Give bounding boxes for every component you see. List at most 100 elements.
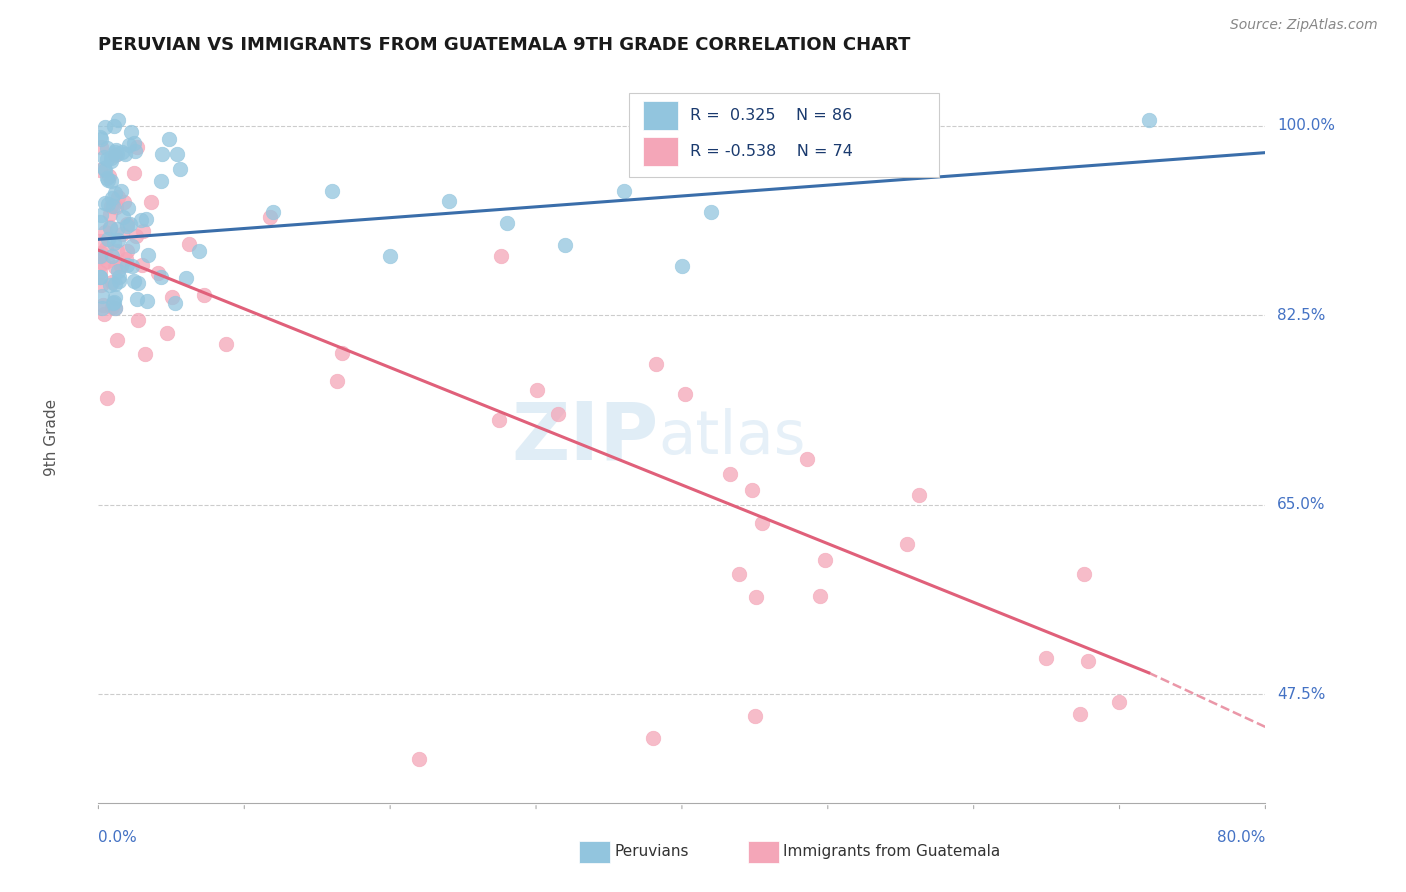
Point	[96, 391, 118, 405]
Point	[91, 256, 114, 270]
Point	[111, 145, 134, 160]
Point	[96, 152, 118, 166]
Point	[105, 200, 128, 214]
Point	[91, 298, 114, 312]
Point	[110, 184, 132, 198]
Text: R = -0.538    N = 74: R = -0.538 N = 74	[690, 145, 853, 160]
Point	[489, 249, 512, 263]
Point	[104, 186, 127, 200]
Point	[91, 301, 114, 315]
Text: 47.5%: 47.5%	[1277, 687, 1326, 702]
Point	[671, 260, 693, 274]
Point	[104, 301, 127, 316]
Point	[103, 235, 125, 250]
Point	[100, 174, 122, 188]
Point	[104, 290, 127, 304]
Point	[107, 270, 129, 285]
Point	[115, 217, 138, 231]
Point	[111, 210, 134, 224]
Point	[107, 233, 129, 247]
Point	[107, 264, 129, 278]
Point	[111, 227, 134, 241]
Point	[90, 140, 112, 154]
Point	[1108, 695, 1130, 709]
Point	[122, 274, 145, 288]
Point	[728, 566, 751, 581]
Point	[104, 148, 127, 162]
Point	[741, 483, 763, 498]
Point	[408, 752, 430, 766]
Point	[163, 295, 186, 310]
Point	[98, 219, 121, 234]
Point	[103, 119, 125, 133]
Point	[94, 162, 117, 177]
Point	[169, 162, 191, 177]
Point	[129, 213, 152, 227]
Point	[107, 190, 129, 204]
Point	[103, 294, 125, 309]
Point	[96, 171, 118, 186]
Point	[330, 345, 353, 359]
Bar	[644, 101, 679, 130]
Point	[751, 516, 773, 530]
Point	[700, 205, 723, 219]
Text: 9th Grade: 9th Grade	[44, 399, 59, 475]
Point	[101, 296, 124, 310]
Point	[114, 147, 136, 161]
Point	[97, 173, 120, 187]
Point	[125, 228, 148, 243]
Point	[907, 488, 929, 502]
Point	[89, 249, 111, 263]
Point	[112, 194, 135, 209]
Point	[104, 145, 127, 160]
Point	[89, 234, 111, 248]
Point	[105, 147, 128, 161]
Point	[100, 151, 122, 165]
Point	[125, 140, 148, 154]
Point	[166, 147, 188, 161]
Point	[121, 239, 143, 253]
Point	[96, 141, 118, 155]
Point	[90, 278, 112, 293]
Point	[100, 154, 122, 169]
Point	[104, 301, 127, 315]
Point	[120, 125, 142, 139]
Point	[93, 120, 115, 134]
Point	[325, 374, 347, 388]
Point	[117, 201, 139, 215]
Point	[115, 258, 138, 272]
Point	[89, 251, 111, 265]
Point	[193, 287, 215, 301]
Point	[139, 194, 162, 209]
Point	[321, 184, 343, 198]
Point	[744, 709, 766, 723]
Point	[115, 252, 138, 266]
Point	[94, 241, 117, 255]
Point	[215, 336, 238, 351]
Bar	[630, 94, 939, 178]
Point	[796, 452, 818, 467]
Point	[1137, 113, 1160, 128]
Point	[127, 276, 149, 290]
Text: 65.0%: 65.0%	[1277, 498, 1326, 512]
Point	[149, 269, 172, 284]
Point	[814, 553, 837, 567]
Text: 0.0%: 0.0%	[98, 830, 138, 845]
Point	[105, 143, 128, 157]
Point	[187, 244, 209, 259]
Point	[93, 307, 115, 321]
Point	[1077, 654, 1099, 668]
Text: atlas: atlas	[658, 408, 806, 467]
Point	[100, 300, 122, 314]
Point	[105, 333, 128, 347]
Point	[896, 536, 918, 550]
Point	[150, 146, 173, 161]
Point	[96, 253, 118, 268]
Point	[91, 289, 114, 303]
Point	[115, 244, 138, 259]
Point	[1073, 566, 1095, 581]
Point	[89, 208, 111, 222]
Point	[526, 384, 548, 398]
Point	[104, 260, 127, 274]
Point	[150, 174, 173, 188]
